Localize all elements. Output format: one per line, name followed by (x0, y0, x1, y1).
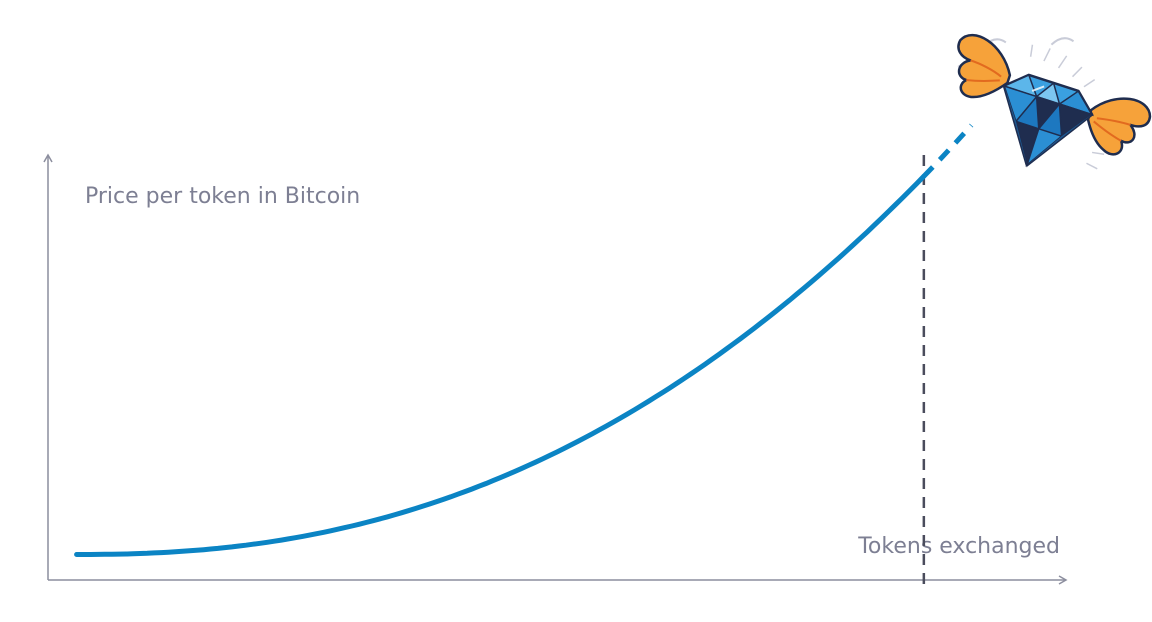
y-axis-arrow (43, 153, 53, 163)
left-wing-icon (957, 33, 1012, 99)
diamond-gem-icon (1001, 73, 1094, 168)
flying-diamond-icon (957, 33, 1152, 170)
y-axis-label: Price per token in Bitcoin (85, 184, 360, 209)
x-axis-arrow (1058, 575, 1068, 585)
price-projection-series (922, 123, 974, 178)
price-curve-series (74, 173, 927, 557)
right-wing-icon (1086, 97, 1152, 156)
x-axis-label: Tokens exchanged (857, 534, 1060, 559)
